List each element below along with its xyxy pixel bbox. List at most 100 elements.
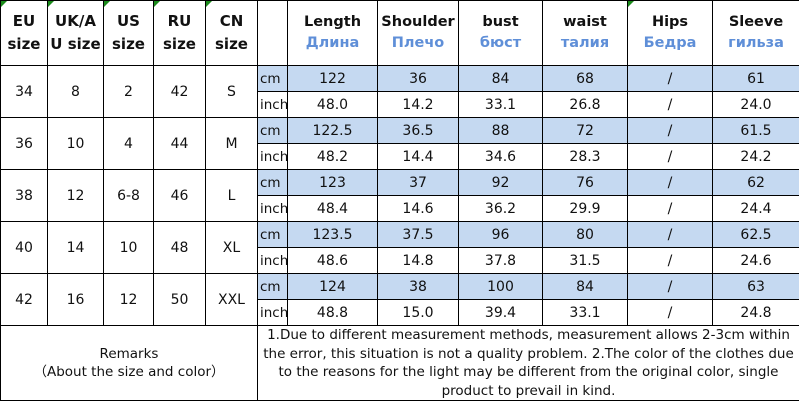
size-cell: 38 bbox=[0, 169, 48, 222]
unit-label: inch bbox=[257, 91, 288, 118]
size-cell: L bbox=[205, 169, 258, 222]
measure-label-en: Length bbox=[303, 14, 362, 30]
size-cell: 8 bbox=[47, 65, 104, 118]
header-length: Length Длина bbox=[287, 0, 378, 66]
header-line: CN bbox=[219, 12, 244, 30]
measure-value: / bbox=[627, 117, 713, 144]
measure-value: 14.4 bbox=[377, 143, 459, 170]
size-cell: 44 bbox=[153, 117, 206, 170]
measure-value: 48.8 bbox=[287, 299, 378, 326]
header-bust: bust бюст bbox=[458, 0, 543, 66]
measure-value: 122 bbox=[287, 65, 378, 92]
unit-label: cm bbox=[257, 65, 288, 92]
measure-value: 124 bbox=[287, 273, 378, 300]
measure-value: 84 bbox=[458, 65, 543, 92]
size-cell: 10 bbox=[47, 117, 104, 170]
size-cell: S bbox=[205, 65, 258, 118]
size-cell: 6-8 bbox=[103, 169, 154, 222]
measure-value: / bbox=[627, 65, 713, 92]
unit-label: inch bbox=[257, 195, 288, 222]
unit-label: inch bbox=[257, 299, 288, 326]
measure-value: 15.0 bbox=[377, 299, 459, 326]
measure-value: 28.3 bbox=[542, 143, 628, 170]
header-line: U size bbox=[50, 35, 101, 53]
measure-label-ru: бюст bbox=[479, 35, 522, 51]
unit-label: inch bbox=[257, 247, 288, 274]
measure-value: 123.5 bbox=[287, 221, 378, 248]
header-line: size bbox=[215, 35, 248, 53]
header-line: US bbox=[117, 12, 140, 30]
measure-value: 24.0 bbox=[712, 91, 799, 118]
header-uk-au-size: UK/A U size bbox=[47, 0, 104, 66]
size-cell: 16 bbox=[47, 273, 104, 326]
measure-value: 33.1 bbox=[458, 91, 543, 118]
header-waist: waist талия bbox=[542, 0, 628, 66]
measure-value: 33.1 bbox=[542, 299, 628, 326]
measure-label-en: Sleeve bbox=[728, 14, 784, 30]
comment-marker-icon bbox=[154, 1, 160, 7]
measure-label-en: waist bbox=[563, 14, 607, 30]
header-hips: Hips Бедра bbox=[627, 0, 713, 66]
table-row-cm: 42 16 12 50 XXL cm 124 38 100 84/63 bbox=[0, 273, 799, 326]
table-row-cm: 40 14 10 48 XL cm 123.5 37.5 96 80/62.5 bbox=[0, 221, 799, 274]
header-row: EU size UK/A U size US size RU size CN size Length… bbox=[0, 0, 799, 66]
measure-value: 24.2 bbox=[712, 143, 799, 170]
measure-value: 88 bbox=[458, 117, 543, 144]
size-cell: M bbox=[205, 117, 258, 170]
size-cell: 12 bbox=[103, 273, 154, 326]
size-cell: 50 bbox=[153, 273, 206, 326]
table-row-inch: inch 48.2 14.4 34.6 28.3/24.2 bbox=[1, 143, 799, 170]
size-cell: 2 bbox=[103, 65, 154, 118]
size-cell: 48 bbox=[153, 221, 206, 274]
measure-value: 62.5 bbox=[712, 221, 799, 248]
table-row-inch: inch 48.4 14.6 36.2 29.9/24.4 bbox=[1, 195, 799, 222]
measure-value: 37.5 bbox=[377, 221, 459, 248]
header-line: RU bbox=[167, 12, 192, 30]
measure-value: / bbox=[627, 169, 713, 196]
measure-value: 14.2 bbox=[377, 91, 459, 118]
header-us-size: US size bbox=[103, 0, 154, 66]
measure-value: 36 bbox=[377, 65, 459, 92]
header-cn-size: CN size bbox=[205, 0, 258, 66]
measure-value: / bbox=[627, 91, 713, 118]
measure-value: 37 bbox=[377, 169, 459, 196]
header-line: size bbox=[7, 35, 41, 53]
measure-value: 96 bbox=[458, 221, 543, 248]
header-line: EU bbox=[12, 12, 36, 30]
measure-label-ru: талия bbox=[560, 35, 610, 51]
unit-label: inch bbox=[257, 143, 288, 170]
measure-value: 34.6 bbox=[458, 143, 543, 170]
remarks-title: Remarks bbox=[99, 345, 159, 362]
remarks-text: 1.Due to different measurement methods, … bbox=[257, 325, 799, 401]
measure-value: 24.4 bbox=[712, 195, 799, 222]
measure-value: 31.5 bbox=[542, 247, 628, 274]
remarks-subtitle: （About the size and color） bbox=[33, 364, 225, 380]
measure-value: 61 bbox=[712, 65, 799, 92]
measure-label-en: bust bbox=[482, 14, 519, 30]
measure-value: 36.2 bbox=[458, 195, 543, 222]
measure-value: 62 bbox=[712, 169, 799, 196]
size-cell: 14 bbox=[47, 221, 104, 274]
measure-label-en: Shoulder bbox=[381, 14, 455, 30]
measure-value: 37.8 bbox=[458, 247, 543, 274]
comment-marker-icon bbox=[628, 1, 634, 7]
measure-label-ru: Длина bbox=[305, 35, 360, 51]
measure-value: 100 bbox=[458, 273, 543, 300]
measure-value: 14.8 bbox=[377, 247, 459, 274]
size-cell: XL bbox=[205, 221, 258, 274]
comment-marker-icon bbox=[206, 1, 212, 7]
measure-value: 39.4 bbox=[458, 299, 543, 326]
comment-marker-icon bbox=[1, 1, 7, 7]
header-eu-size: EU size bbox=[0, 0, 48, 66]
measure-value: 14.6 bbox=[377, 195, 459, 222]
size-cell: 4 bbox=[103, 117, 154, 170]
unit-label: cm bbox=[257, 273, 288, 300]
measure-value: 72 bbox=[542, 117, 628, 144]
size-cell: 40 bbox=[0, 221, 48, 274]
measure-value: 26.8 bbox=[542, 91, 628, 118]
measure-value: 84 bbox=[542, 273, 628, 300]
measure-value: 92 bbox=[458, 169, 543, 196]
